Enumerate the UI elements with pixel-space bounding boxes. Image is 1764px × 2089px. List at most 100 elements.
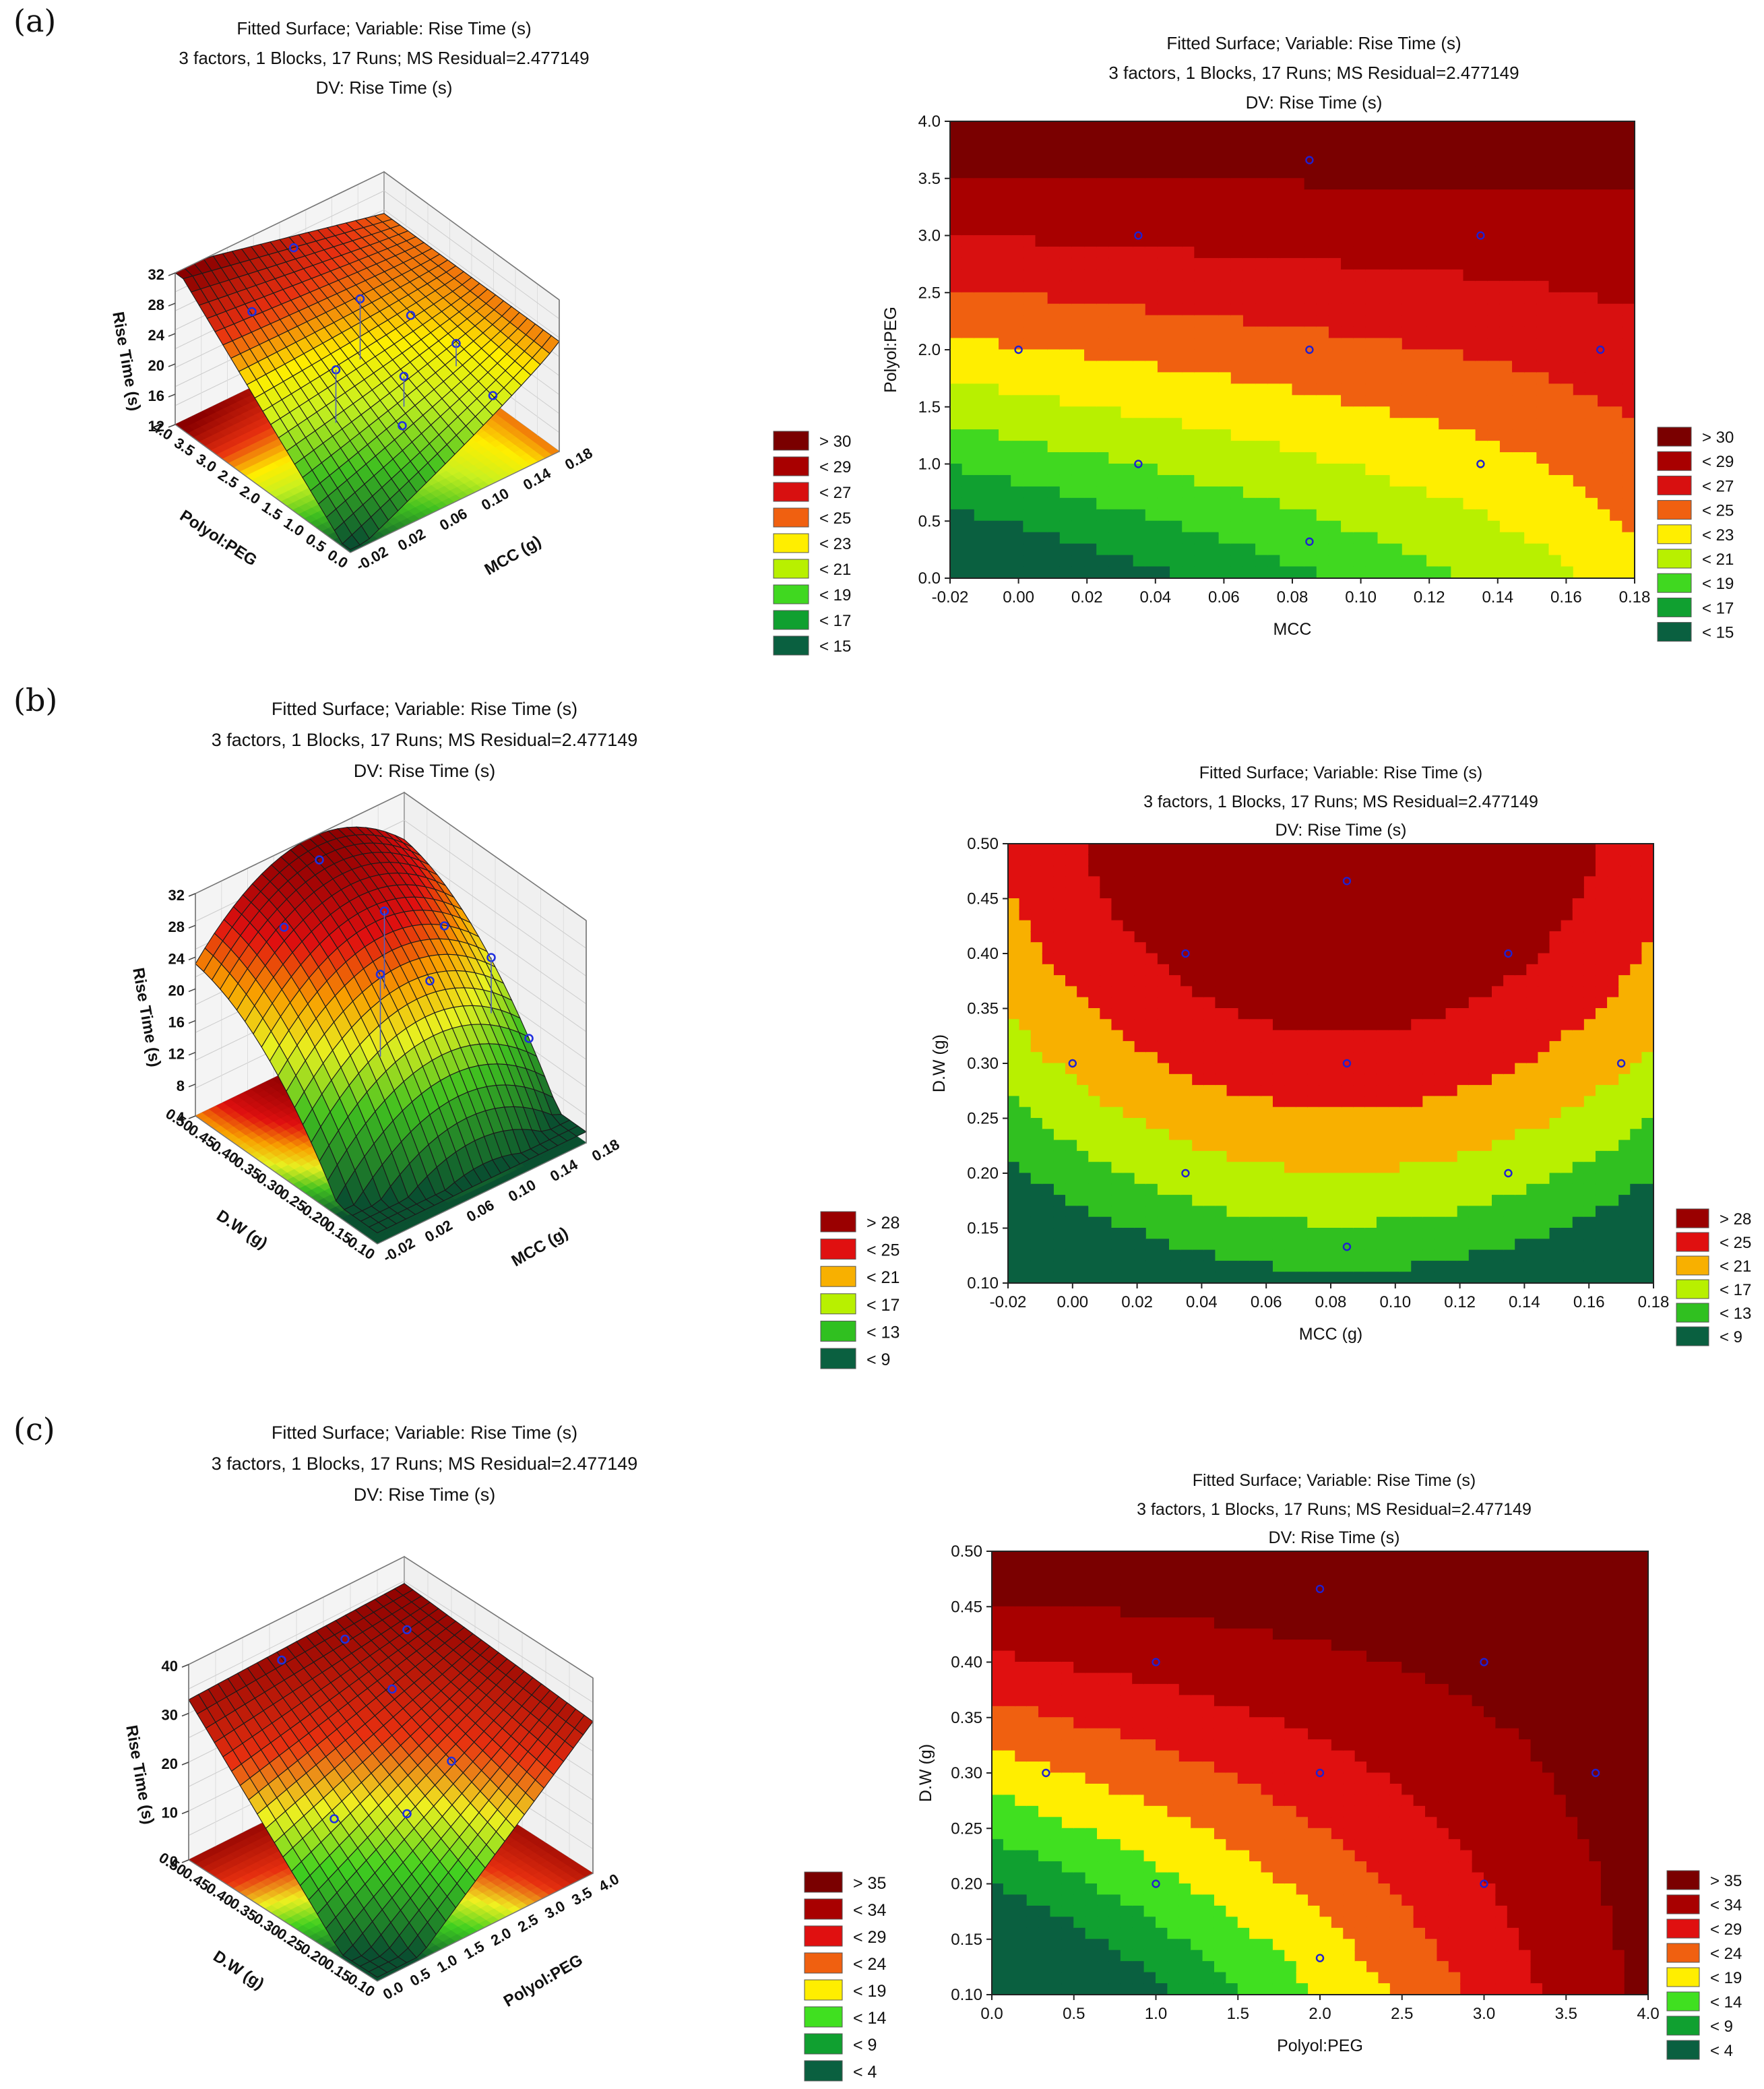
design-point [1476, 460, 1485, 468]
box-edge [188, 1556, 405, 1665]
x-tick-label: 1.5 [461, 1937, 487, 1962]
legend-swatch [1676, 1303, 1709, 1323]
legend-entry: < 9 [1710, 2018, 1733, 2036]
legend-entry: > 28 [1720, 1210, 1751, 1228]
legend-swatch [1657, 475, 1692, 495]
legend-entry: < 21 [819, 561, 851, 579]
z-tick-mark [188, 925, 196, 929]
box-edge [195, 1115, 378, 1245]
x-tick-label: 2.5 [1391, 2005, 1413, 2023]
legend-entry: > 30 [819, 433, 851, 451]
z-tick-label: 32 [168, 887, 185, 904]
legend-swatch [820, 1348, 856, 1369]
box-edge [195, 792, 405, 894]
z-tick-mark [188, 988, 196, 993]
wall-grid [383, 209, 560, 338]
legend-surface-a: > 30< 29< 27< 25< 23< 21< 19< 17< 15 [773, 431, 851, 656]
z-tick-mark [181, 1761, 189, 1766]
design-point [1042, 1768, 1050, 1778]
legend-entry: < 29 [1702, 453, 1734, 471]
z-tick-label: 12 [168, 1046, 185, 1063]
z-tick-label: 16 [168, 1014, 185, 1031]
x-axis-label: MCC (g) [1299, 1325, 1362, 1344]
legend-swatch [1676, 1326, 1709, 1346]
x-tick-label: 3.5 [569, 1883, 595, 1908]
legend-swatch [1666, 2040, 1700, 2060]
y-tick-label: 0.25 [951, 1819, 982, 1838]
z-tick-mark [168, 272, 176, 276]
design-point [1305, 537, 1314, 546]
legend-entry: < 25 [1702, 502, 1734, 520]
x-tick-label: 0.14 [1482, 588, 1513, 606]
legend-swatch [1666, 1894, 1700, 1914]
legend-entry: < 19 [1702, 575, 1734, 593]
x-tick-label: 0.08 [1277, 588, 1309, 606]
x-tick-label: 2.0 [488, 1924, 514, 1949]
legend-entry: < 29 [1710, 1921, 1742, 1939]
chart-c-surface-title: Fitted Surface; Variable: Rise Time (s) 3… [211, 1423, 638, 1505]
x-tick-label: 1.0 [434, 1951, 460, 1976]
legend-swatch [1666, 1943, 1700, 1963]
legend-entry: < 25 [1720, 1234, 1751, 1252]
legend-surface-c: > 35< 34< 29< 24< 19< 14< 9< 4 [804, 1871, 886, 2082]
design-point [1591, 1768, 1600, 1778]
design-point [402, 1625, 412, 1635]
box-edge [188, 1859, 378, 1982]
legend-entry: < 27 [819, 484, 851, 502]
y-axis-label: D.W (g) [930, 1034, 949, 1092]
legend-swatch [1657, 427, 1692, 447]
legend-entry: < 21 [1720, 1257, 1751, 1276]
legend-swatch [773, 456, 809, 476]
design-point [1014, 345, 1023, 354]
box-edge [377, 1873, 594, 1982]
x-tick-label: 0.10 [478, 485, 512, 513]
design-point [1181, 1168, 1190, 1178]
design-point [524, 1034, 534, 1043]
x-tick-label: 0.5 [1063, 2005, 1085, 2023]
x-tick-label: 0.10 [1379, 1293, 1411, 1311]
legend-entry: < 34 [853, 1901, 886, 1920]
y-tick-label: 0.40 [967, 945, 999, 963]
x-tick-label: 0.10 [1345, 588, 1377, 606]
x-tick-label: 0.14 [547, 1156, 581, 1185]
z-tick-mark [181, 1810, 189, 1815]
legend-swatch [820, 1211, 856, 1233]
legend-swatch [773, 431, 809, 451]
chart-a-surface-title: Fitted Surface; Variable: Rise Time (s) 3… [179, 18, 590, 98]
legend-entry: < 15 [1702, 624, 1734, 642]
legend-swatch [773, 635, 809, 656]
y-axis-label: D.W (g) [214, 1207, 271, 1253]
y-tick-label: 0.20 [967, 1164, 999, 1183]
design-point [1181, 949, 1190, 958]
z-tick-label: 40 [162, 1658, 178, 1675]
legend-swatch [1676, 1255, 1709, 1276]
legend-swatch [1666, 1967, 1700, 1987]
legend-swatch [820, 1266, 856, 1287]
z-tick-mark [168, 303, 176, 307]
y-tick-label: 0.50 [967, 835, 999, 853]
surface-b: 481216202428320.100.150.200.250.300.350.… [129, 791, 623, 1270]
surface-a: 1216202428320.00.51.01.52.02.53.03.54.0-… [108, 170, 596, 579]
x-tick-label: 2.0 [1309, 2005, 1331, 2023]
x-tick-label: 0.12 [1414, 588, 1445, 606]
legend-entry: < 17 [1702, 599, 1734, 617]
y-axis-label: D.W (g) [210, 1947, 267, 1993]
x-axis-label: MCC [1273, 620, 1312, 639]
z-tick-mark [168, 363, 176, 367]
legend-swatch [820, 1293, 856, 1315]
legend-entry: < 27 [1702, 477, 1734, 495]
z-axis-label: Rise Time (s) [108, 311, 144, 412]
legend-entry: < 19 [819, 586, 851, 604]
contour-b: -0.02 0.00 0.02 0.04 0.06 0.08 0.10 0.12 0.14 0.1… [930, 835, 1669, 1344]
legend-swatch [1657, 451, 1692, 471]
x-axis-label: MCC (g) [509, 1224, 571, 1270]
legend-entry: > 28 [867, 1214, 900, 1233]
x-tick-label: 0.18 [589, 1135, 623, 1164]
y-tick-label: 0.45 [967, 890, 999, 908]
legend-swatch [1666, 2016, 1700, 2036]
design-point [1480, 1879, 1488, 1888]
legend-swatch [1676, 1208, 1709, 1228]
design-point [1504, 1168, 1513, 1178]
surface-cell [342, 534, 360, 551]
legend-entry: < 17 [867, 1296, 900, 1315]
